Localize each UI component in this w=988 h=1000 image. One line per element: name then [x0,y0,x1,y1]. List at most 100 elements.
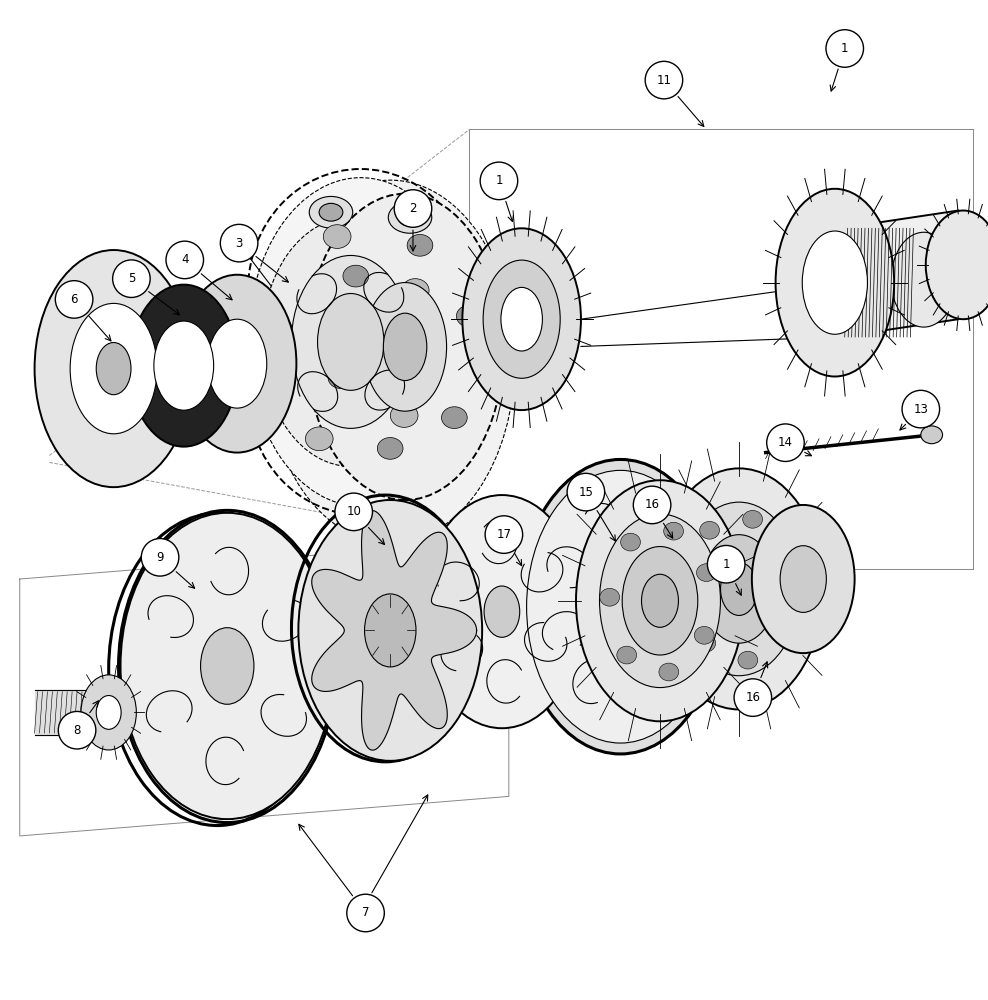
Ellipse shape [655,468,823,709]
Ellipse shape [679,577,699,594]
Circle shape [113,260,150,297]
Ellipse shape [776,552,795,570]
Text: 6: 6 [70,293,78,306]
Ellipse shape [383,313,427,381]
Text: 8: 8 [73,724,81,737]
Ellipse shape [695,626,714,644]
Text: 11: 11 [656,74,672,87]
Ellipse shape [921,426,943,444]
Text: 10: 10 [346,505,362,518]
Ellipse shape [401,279,429,302]
Polygon shape [840,211,958,337]
Circle shape [707,545,745,583]
Ellipse shape [617,646,636,664]
Ellipse shape [178,275,296,453]
Circle shape [645,61,683,99]
Ellipse shape [664,522,684,540]
Circle shape [902,390,940,428]
Ellipse shape [96,696,122,729]
Text: 9: 9 [156,551,164,564]
Ellipse shape [679,502,799,676]
Circle shape [347,894,384,932]
Ellipse shape [343,265,369,287]
Ellipse shape [456,305,482,327]
Ellipse shape [328,367,354,389]
Circle shape [58,711,96,749]
Ellipse shape [70,303,157,434]
Ellipse shape [390,404,418,427]
Ellipse shape [659,663,679,681]
Text: 15: 15 [578,486,594,499]
Ellipse shape [600,588,619,606]
Ellipse shape [306,194,504,500]
Text: 16: 16 [644,498,660,511]
Circle shape [480,162,518,200]
Ellipse shape [377,438,403,459]
Ellipse shape [701,535,777,643]
Ellipse shape [262,217,440,466]
Text: 13: 13 [913,403,929,416]
Text: 1: 1 [495,174,503,187]
Text: 1: 1 [722,558,730,571]
Ellipse shape [802,231,867,334]
Ellipse shape [462,228,581,410]
Ellipse shape [774,615,793,632]
Ellipse shape [484,586,520,637]
Ellipse shape [442,407,467,428]
Ellipse shape [743,510,763,528]
Circle shape [220,224,258,262]
Circle shape [567,473,605,511]
Ellipse shape [35,250,193,487]
Circle shape [55,281,93,318]
Ellipse shape [776,189,894,376]
Ellipse shape [81,675,136,750]
Ellipse shape [483,260,560,378]
Circle shape [734,679,772,716]
Ellipse shape [622,547,698,655]
Ellipse shape [305,427,333,451]
Circle shape [335,493,372,531]
Text: 5: 5 [127,272,135,285]
Ellipse shape [738,651,758,669]
Text: 16: 16 [745,691,761,704]
Circle shape [166,241,204,279]
Text: 1: 1 [841,42,849,55]
Text: 4: 4 [181,253,189,266]
Circle shape [485,516,523,553]
Ellipse shape [121,513,334,819]
Ellipse shape [398,209,422,226]
Text: 2: 2 [409,202,417,215]
Text: 7: 7 [362,906,370,919]
Ellipse shape [298,500,482,761]
Text: 17: 17 [496,528,512,541]
Ellipse shape [602,579,639,634]
Ellipse shape [700,521,719,539]
Ellipse shape [519,459,722,754]
Text: 3: 3 [235,237,243,250]
Ellipse shape [752,505,855,653]
Ellipse shape [527,470,714,743]
Ellipse shape [501,287,542,351]
Circle shape [394,190,432,227]
Ellipse shape [891,232,956,327]
Ellipse shape [248,178,473,506]
Ellipse shape [319,203,343,221]
Ellipse shape [576,480,744,721]
Ellipse shape [600,514,720,688]
Polygon shape [35,690,109,735]
Ellipse shape [421,495,583,728]
Ellipse shape [407,234,433,256]
Ellipse shape [154,321,213,410]
Ellipse shape [364,283,447,411]
Ellipse shape [207,319,267,408]
Ellipse shape [697,564,716,582]
Ellipse shape [291,255,410,428]
Ellipse shape [720,562,758,615]
Ellipse shape [309,196,353,228]
Ellipse shape [323,225,351,248]
Ellipse shape [641,574,679,627]
Ellipse shape [388,202,432,233]
Ellipse shape [201,628,254,704]
Circle shape [767,424,804,461]
Ellipse shape [96,343,131,395]
